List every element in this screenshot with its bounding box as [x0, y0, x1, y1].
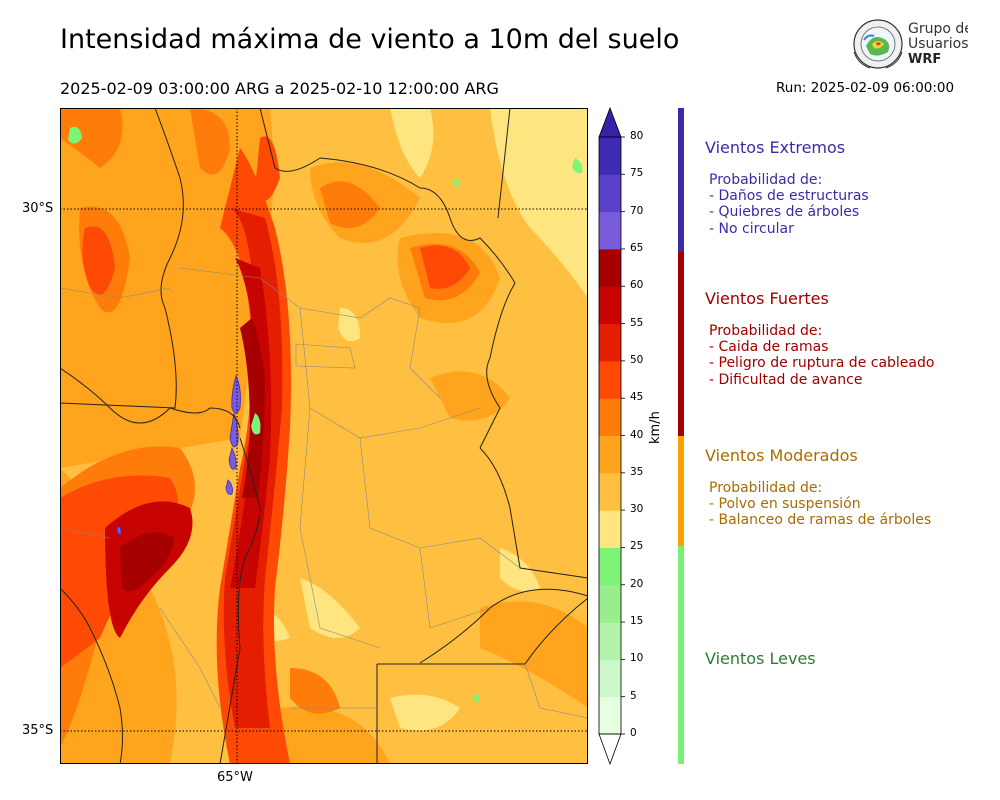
colorbar-tick-label: 30 — [630, 503, 644, 516]
colorbar-bottom-arrow — [598, 733, 622, 766]
map-title: Intensidad máxima de viento a 10m del su… — [60, 24, 680, 55]
wind-band-65-80 — [116, 374, 241, 535]
colorbar-segment — [599, 622, 621, 660]
colorbar-tick-label: 20 — [630, 577, 644, 590]
graticule — [60, 108, 588, 764]
category-desc-fuertes: Probabilidad de: - Caida de ramas - Peligr… — [709, 323, 935, 388]
colorbar-segment — [599, 659, 621, 698]
west-band-60 — [120, 532, 175, 592]
wind-map — [60, 108, 588, 764]
logo-text-3: WRF — [908, 52, 941, 67]
colorbar-tick-label: 5 — [630, 689, 637, 702]
category-bar-fuertes — [678, 252, 684, 436]
category-bar-leves — [678, 546, 684, 764]
colorbar-tick-label: 75 — [630, 167, 644, 180]
colorbar-tick-label: 35 — [630, 465, 644, 478]
logo-text-1: Grupo de — [908, 21, 968, 37]
category-title-moderados: Vientos Moderados — [705, 446, 858, 465]
colorbar-tick-label: 40 — [630, 428, 644, 441]
colorbar-ticks — [621, 136, 625, 735]
colorbar-tick-label: 60 — [630, 279, 644, 292]
category-desc-moderados: Probabilidad de: - Polvo en suspensión - B… — [709, 480, 932, 529]
colorbar-segment — [599, 211, 621, 250]
valid-period: 2025-02-09 03:00:00 ARG a 2025-02-10 12:… — [60, 79, 499, 98]
colorbar-segment — [599, 360, 621, 399]
colorbar-segment — [599, 286, 621, 325]
colorbar — [598, 106, 625, 766]
colorbar-tick-label: 45 — [630, 391, 644, 404]
wrf-logo: Grupo de Usuarios WRF — [853, 19, 968, 69]
colorbar-tick-label: 15 — [630, 615, 644, 628]
colorbar-segment — [599, 137, 621, 175]
colorbar-tick-label: 80 — [630, 130, 644, 142]
colorbar-segment — [599, 510, 621, 548]
province-borders — [60, 108, 588, 764]
colorbar-tick-label: 0 — [630, 727, 637, 739]
colorbar-segment — [599, 248, 621, 287]
corridor-band-55 — [230, 258, 272, 588]
colorbar-segment — [599, 435, 621, 474]
colorbar-top-arrow — [598, 106, 622, 138]
wind-band-20-25 — [68, 126, 583, 703]
colorbar-segment — [599, 174, 621, 213]
colorbar-tick-label: 50 — [630, 353, 644, 366]
lon-label-65w: 65°W — [217, 770, 253, 785]
colorbar-segment — [599, 323, 621, 362]
colorbar-tick-label: 70 — [630, 204, 644, 217]
category-title-leves: Vientos Leves — [705, 649, 816, 668]
lat-label-35s: 35°S — [22, 723, 54, 738]
category-bar-moderados — [678, 436, 684, 546]
colorbar-segment — [599, 472, 621, 511]
colorbar-tick-label: 55 — [630, 316, 644, 329]
category-title-extremos: Vientos Extremos — [705, 138, 846, 157]
logo-text-2: Usuarios — [908, 36, 968, 52]
corridor-band-60 — [240, 318, 265, 498]
colorbar-tick-label: 10 — [630, 652, 644, 665]
department-borders — [60, 267, 588, 719]
run-time: Run: 2025-02-09 06:00:00 — [776, 80, 955, 96]
colorbar-segment — [599, 398, 621, 436]
colorbar-segment — [599, 696, 621, 735]
colorbar-segment — [599, 584, 621, 623]
lat-label-30s: 30°S — [22, 201, 54, 216]
colorbar-segment — [599, 547, 621, 586]
colorbar-tick-label: 65 — [630, 241, 644, 254]
colorbar-unit: km/h — [648, 411, 663, 444]
category-bar-extremos — [678, 108, 684, 252]
category-desc-extremos: Probabilidad de: - Daños de estructuras - … — [709, 172, 869, 237]
colorbar-segments — [599, 137, 621, 735]
colorbar-tick-label: 25 — [630, 540, 644, 553]
category-title-fuertes: Vientos Fuertes — [705, 289, 829, 308]
